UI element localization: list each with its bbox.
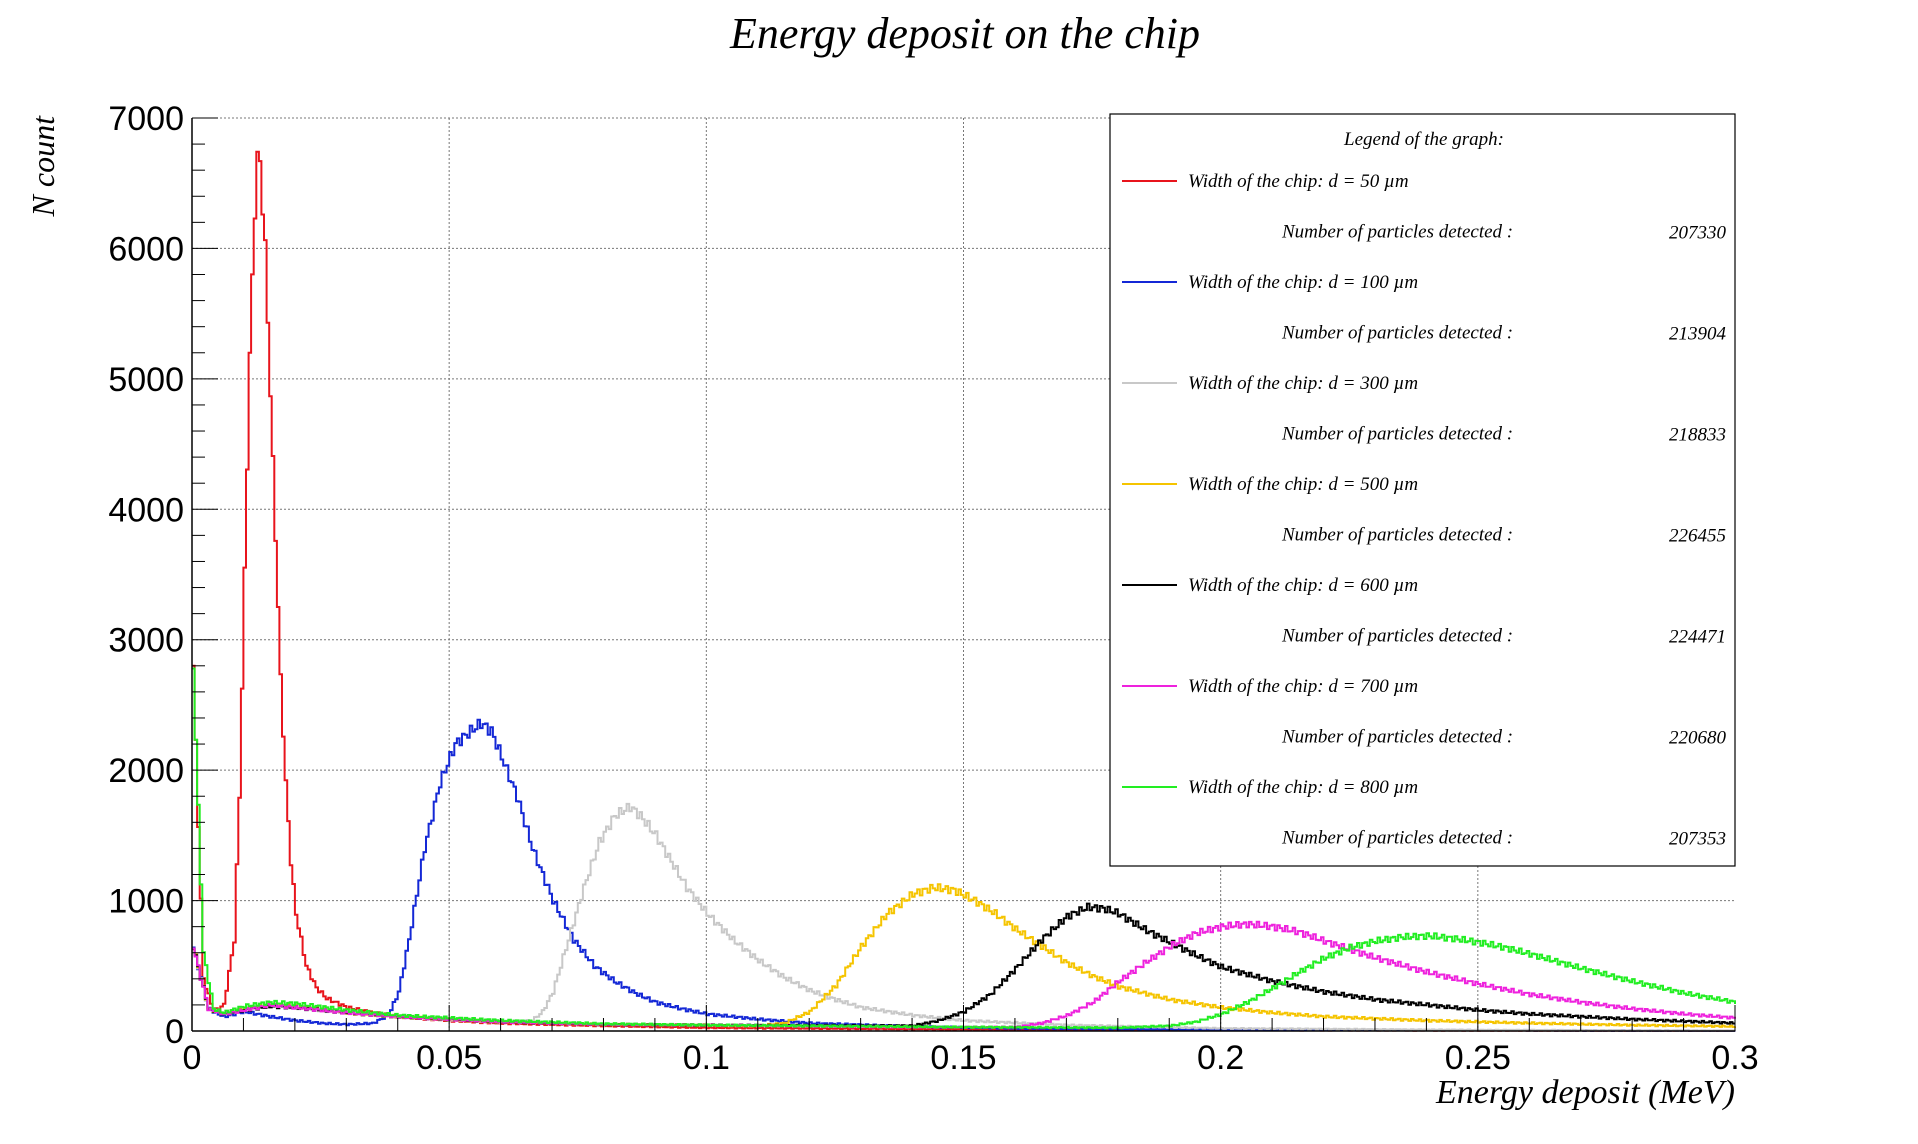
legend-count-label: Number of particles detected :	[1281, 828, 1513, 849]
chart-title: Energy deposit on the chip	[729, 9, 1200, 58]
y-tick-label: 2000	[108, 752, 184, 790]
y-axis-label: N count	[25, 115, 61, 218]
legend-count-value: 207353	[1669, 829, 1726, 850]
y-tick-label: 5000	[108, 361, 184, 399]
legend-series-label: Width of the chip: d = 300 µm	[1188, 373, 1418, 394]
legend-count-value: 207330	[1669, 223, 1727, 244]
legend-box	[1109, 113, 1736, 867]
legend-series-label: Width of the chip: d = 500 µm	[1188, 474, 1418, 495]
axes-layer: 0 1000 2000 3000 4000 5000 6000 7000 0 0.05 0.1 0.1…	[108, 100, 1758, 1077]
legend-count-label: Number of particles detected :	[1281, 525, 1513, 546]
legend: Legend of the graph: Width of the chip: …	[1109, 113, 1736, 867]
legend-count-value: 224471	[1669, 627, 1726, 648]
legend-count-value: 213904	[1669, 324, 1727, 345]
legend-count-label: Number of particles detected :	[1281, 626, 1513, 647]
legend-count-value: 218833	[1669, 425, 1726, 446]
y-tick-label: 6000	[108, 230, 184, 268]
legend-series-label: Width of the chip: d = 100 µm	[1188, 272, 1418, 293]
x-tick-label: 0.3	[1711, 1039, 1758, 1077]
legend-count-value: 226455	[1669, 526, 1726, 547]
legend-count-label: Number of particles detected :	[1281, 323, 1513, 344]
legend-series-label: Width of the chip: d = 50 µm	[1188, 171, 1409, 192]
y-tick-label: 3000	[108, 622, 184, 660]
y-tick-label: 7000	[108, 100, 184, 138]
x-tick-label: 0.05	[416, 1039, 482, 1077]
legend-count-label: Number of particles detected :	[1281, 424, 1513, 445]
series-line	[192, 667, 1736, 1030]
y-tick-label: 4000	[108, 491, 184, 529]
y-tick-label: 0	[165, 1013, 184, 1051]
x-axis-label: Energy deposit (MeV)	[1435, 1074, 1735, 1111]
x-tick-label: 0.2	[1197, 1039, 1244, 1077]
x-tick-label: 0.15	[930, 1039, 996, 1077]
y-tick-label: 1000	[108, 883, 184, 921]
legend-title: Legend of the graph:	[1343, 129, 1504, 150]
legend-series-label: Width of the chip: d = 700 µm	[1188, 676, 1418, 697]
legend-count-label: Number of particles detected :	[1281, 222, 1513, 243]
legend-count-label: Number of particles detected :	[1281, 727, 1513, 748]
legend-series-label: Width of the chip: d = 600 µm	[1188, 575, 1418, 596]
x-tick-label: 0.25	[1445, 1039, 1511, 1077]
x-tick-label: 0.1	[683, 1039, 730, 1077]
x-tick-label: 0	[183, 1039, 202, 1077]
legend-count-value: 220680	[1669, 728, 1727, 749]
legend-series-label: Width of the chip: d = 800 µm	[1188, 777, 1418, 798]
